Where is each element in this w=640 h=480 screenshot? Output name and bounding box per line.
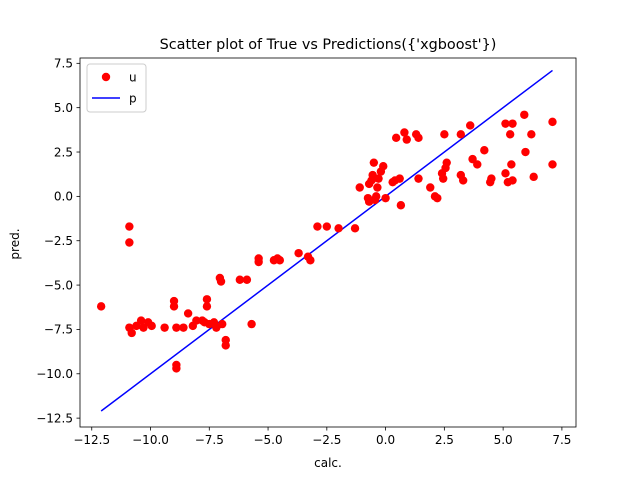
data-point bbox=[396, 201, 406, 210]
y-tick-label: 5.0 bbox=[54, 101, 73, 115]
data-point bbox=[381, 193, 390, 203]
x-axis-label: calc. bbox=[314, 456, 342, 470]
data-point bbox=[548, 117, 557, 127]
data-point bbox=[306, 256, 315, 265]
data-point bbox=[507, 160, 516, 169]
series-line-p bbox=[100, 69, 553, 412]
data-point bbox=[242, 275, 252, 284]
data-point bbox=[520, 110, 529, 119]
data-point bbox=[369, 158, 379, 167]
data-point bbox=[247, 319, 256, 329]
data-point bbox=[508, 176, 517, 185]
data-point bbox=[414, 133, 423, 143]
x-tick-label: −10.0 bbox=[132, 433, 169, 447]
data-point bbox=[438, 174, 448, 183]
data-point bbox=[433, 193, 442, 203]
data-point bbox=[125, 222, 134, 231]
data-point bbox=[235, 275, 245, 284]
data-point bbox=[125, 238, 134, 247]
chart-title: Scatter plot of True vs Predictions({'xg… bbox=[160, 37, 497, 53]
legend: up bbox=[86, 63, 147, 113]
y-tick-label: 0.0 bbox=[54, 190, 73, 204]
data-point bbox=[466, 121, 475, 130]
data-point bbox=[480, 146, 489, 155]
data-point bbox=[400, 128, 409, 137]
x-tick-label: 7.5 bbox=[552, 433, 571, 447]
data-point bbox=[202, 295, 212, 304]
data-point bbox=[521, 147, 530, 157]
data-point bbox=[374, 174, 383, 183]
x-tick-label: −2.5 bbox=[312, 433, 341, 447]
data-point bbox=[426, 183, 435, 192]
data-point bbox=[355, 183, 364, 192]
legend-marker-u bbox=[101, 72, 111, 82]
data-point bbox=[395, 174, 404, 183]
data-point bbox=[202, 302, 212, 311]
data-point bbox=[505, 130, 515, 139]
y-tick-label: −7.5 bbox=[44, 323, 73, 337]
data-point bbox=[172, 323, 181, 332]
data-point bbox=[402, 135, 411, 144]
data-point bbox=[458, 176, 468, 185]
data-point bbox=[160, 323, 169, 332]
x-tick-label: −5.0 bbox=[253, 433, 282, 447]
legend-label-p: p bbox=[129, 91, 137, 105]
y-tick-label: 7.5 bbox=[54, 57, 73, 71]
data-point bbox=[508, 119, 517, 128]
y-tick-label: −2.5 bbox=[44, 234, 73, 248]
data-point bbox=[221, 341, 230, 350]
data-point bbox=[442, 158, 451, 167]
y-tick-label: −5.0 bbox=[44, 278, 73, 292]
data-point bbox=[371, 192, 381, 201]
legend-box bbox=[86, 63, 147, 113]
x-tick-label: 5.0 bbox=[494, 433, 513, 447]
data-point bbox=[548, 160, 557, 169]
data-point bbox=[322, 222, 332, 231]
data-point bbox=[529, 172, 538, 182]
data-point bbox=[487, 174, 496, 183]
data-point bbox=[169, 302, 179, 311]
data-point bbox=[334, 224, 343, 233]
data-point bbox=[136, 316, 146, 325]
data-point bbox=[350, 224, 360, 233]
data-point bbox=[96, 302, 106, 311]
data-point bbox=[218, 319, 227, 329]
data-point bbox=[373, 183, 382, 192]
data-point bbox=[294, 248, 303, 258]
data-point bbox=[179, 323, 188, 332]
y-axis-label: pred. bbox=[8, 228, 22, 259]
data-point bbox=[501, 169, 510, 178]
x-tick-label: −7.5 bbox=[195, 433, 224, 447]
data-point bbox=[192, 316, 201, 325]
axes-frame bbox=[79, 57, 577, 428]
legend-label-u: u bbox=[129, 70, 137, 84]
data-point bbox=[391, 133, 401, 143]
data-point bbox=[172, 364, 181, 373]
data-point bbox=[275, 256, 285, 265]
data-point bbox=[440, 130, 449, 139]
data-point bbox=[127, 328, 136, 338]
y-tick-label: 2.5 bbox=[54, 145, 73, 159]
plot-area: −12.5 −10.0 −7.5 −5.0 −2.5 0.0 2.5 5.0 7.5 −12.5 −… bbox=[36, 57, 577, 447]
x-tick-label: 0.0 bbox=[376, 433, 395, 447]
y-tick-label: −10.0 bbox=[36, 367, 73, 381]
y-tick-label: −12.5 bbox=[36, 411, 73, 425]
data-point bbox=[456, 130, 466, 139]
x-tick-label: 2.5 bbox=[435, 433, 454, 447]
data-point bbox=[147, 321, 156, 331]
data-point bbox=[414, 174, 423, 183]
data-point bbox=[527, 130, 536, 139]
data-point bbox=[379, 162, 388, 171]
data-point bbox=[254, 257, 263, 267]
data-point bbox=[313, 222, 322, 231]
data-point bbox=[473, 160, 482, 169]
data-point bbox=[183, 309, 193, 318]
x-tick-label: −12.5 bbox=[73, 433, 110, 447]
data-point bbox=[216, 277, 226, 286]
data-point bbox=[501, 119, 510, 128]
